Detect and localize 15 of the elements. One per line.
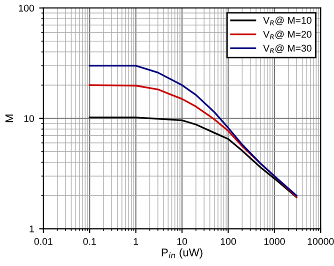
- y-tick-label: 100: [18, 4, 34, 12]
- x-tick-label: 0.1: [83, 238, 96, 245]
- y-tick-label: 10: [24, 115, 34, 122]
- x-tick-label: 10: [177, 238, 188, 245]
- y-axis-title: M: [5, 114, 14, 122]
- x-axis-title: P$_{in}$ (uW): [162, 248, 202, 259]
- x-tick-label: 100: [220, 238, 236, 245]
- legend-label: V$_{R}$@ M=30: [263, 44, 312, 54]
- x-tick-label: 0.01: [34, 238, 52, 245]
- legend-label: V$_{R}$@ M=10: [263, 16, 312, 26]
- x-tick-label: 1: [134, 238, 138, 245]
- legend-label: V$_{R}$@ M=20: [263, 30, 312, 40]
- x-tick-label: 10000: [308, 238, 334, 245]
- y-tick-label: 1: [30, 226, 34, 232]
- x-tick-label: 1000: [264, 238, 285, 245]
